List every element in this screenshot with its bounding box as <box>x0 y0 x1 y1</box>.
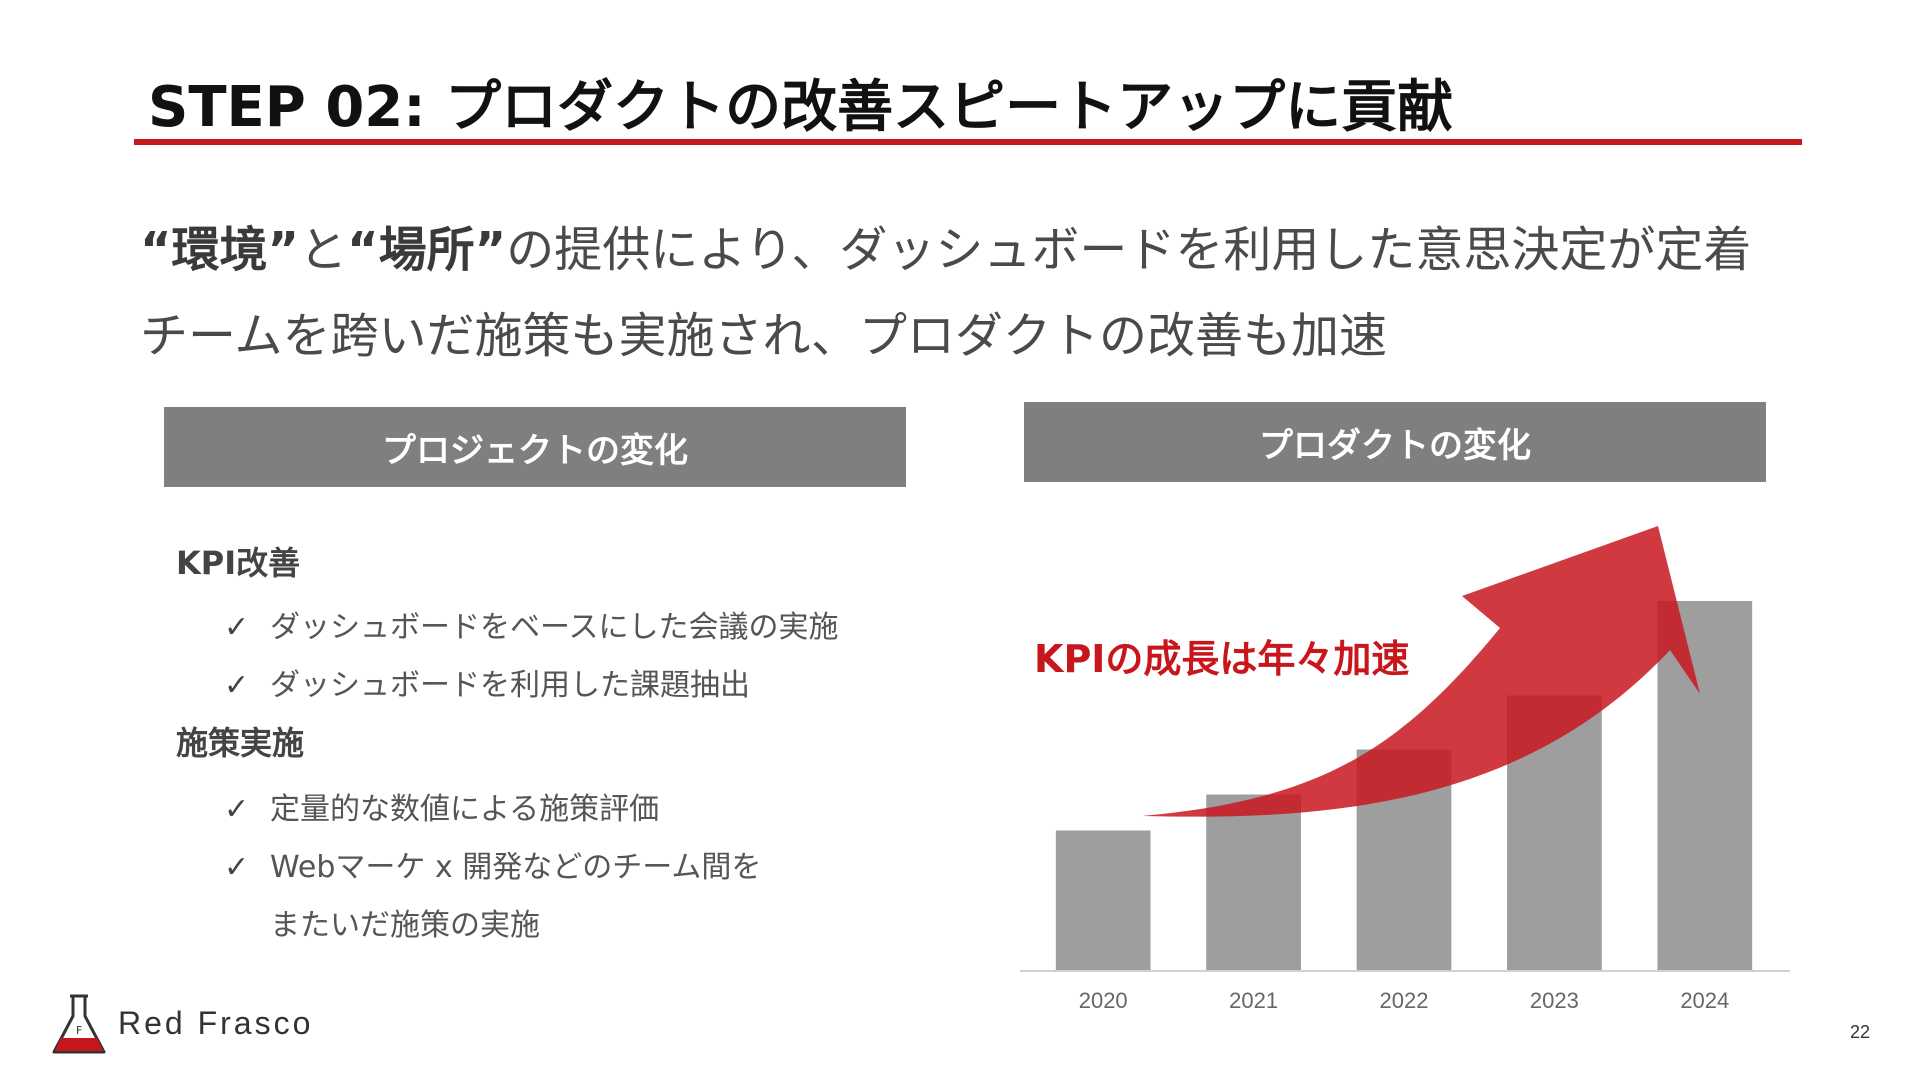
x-tick-label: 2021 <box>1229 988 1278 1013</box>
list-item-text: Webマーケ x 開発などのチーム間を <box>270 850 762 885</box>
list-item-text: ダッシュボードを利用した課題抽出 <box>270 668 750 703</box>
bar-2020 <box>1055 830 1151 970</box>
list-item-text: 定量的な数値による施策評価 <box>270 792 660 827</box>
list-item: ✓ 定量的な数値による施策評価 <box>224 784 659 828</box>
lead-connector: と <box>299 222 348 278</box>
x-tick-label: 2020 <box>1079 988 1128 1013</box>
page-number: 22 <box>1849 1022 1870 1042</box>
list-item-continuation: またいだ施策の実施 <box>270 908 540 943</box>
section-title-measures: 施策実施 <box>176 724 305 762</box>
brand-name: Red Frasco <box>118 1005 314 1041</box>
check-icon: ✓ <box>224 850 250 885</box>
check-icon: ✓ <box>224 610 250 645</box>
section-title-kpi: KPI改善 <box>176 544 301 582</box>
x-tick-label: 2023 <box>1530 988 1579 1013</box>
flask-icon: F <box>52 994 106 1054</box>
lead-line-2: チームを跨いだ施策も実施され、プロダクトの改善も加速 <box>140 308 1388 364</box>
project-change-header: プロジェクトの変化 <box>164 407 906 487</box>
kpi-bar-chart: 2020 2021 2022 2023 2024 <box>1020 526 1790 1013</box>
bar-2024 <box>1657 601 1753 970</box>
check-icon: ✓ <box>224 792 250 827</box>
product-change-header: プロダクトの変化 <box>1024 402 1766 482</box>
slide-title: STEP 02: プロダクトの改善スピートアップに貢献 <box>148 75 1454 140</box>
x-axis-ticks: 2020 2021 2022 2023 2024 <box>1079 988 1730 1013</box>
bar-2021 <box>1206 794 1301 970</box>
lead-keyword-environment: “環境” <box>140 222 300 278</box>
title-underline <box>134 139 1802 145</box>
x-tick-label: 2022 <box>1380 988 1429 1013</box>
lead-line-1: “環境”と“場所”の提供により、ダッシュボードを利用した意思決定が定着 <box>140 210 1751 280</box>
svg-text:F: F <box>76 1024 82 1037</box>
list-item: ✓ ダッシュボードを利用した課題抽出 <box>224 660 750 704</box>
lead-keyword-place: “場所” <box>347 222 507 278</box>
check-icon: ✓ <box>224 668 250 703</box>
list-item-text: ダッシュボードをベースにした会議の実施 <box>270 610 839 645</box>
list-item: ✓ ダッシュボードをベースにした会議の実施 <box>224 602 839 646</box>
chart-annotation: KPIの成長は年々加速 <box>1034 637 1410 681</box>
lead-line-1-rest: の提供により、ダッシュボードを利用した意思決定が定着 <box>506 222 1752 278</box>
list-item: ✓ Webマーケ x 開発などのチーム間を <box>224 842 761 886</box>
growth-arrow-icon <box>1142 526 1700 817</box>
x-tick-label: 2024 <box>1680 988 1729 1013</box>
bar-group <box>1055 601 1753 970</box>
